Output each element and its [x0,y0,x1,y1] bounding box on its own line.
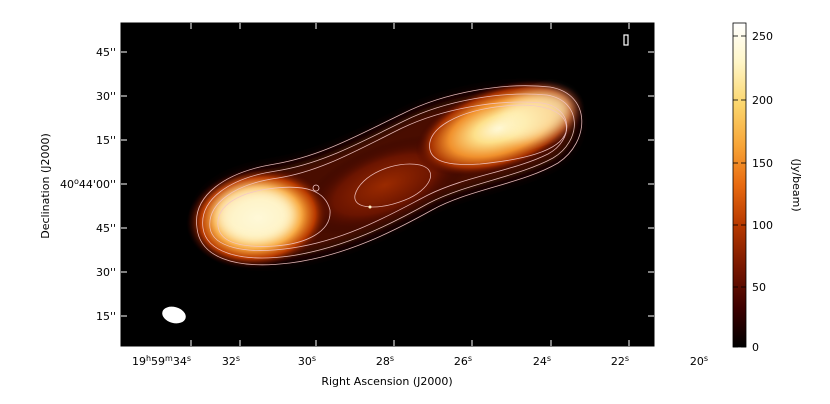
y-tick-label: 15'' [96,134,116,147]
right-lobe-hotspot [498,92,572,140]
x-tick-label: 19h59m34s [132,354,191,368]
contour-2 [202,93,575,259]
x-tick-label: 20s [690,354,708,368]
contour-4 [217,186,331,247]
y-tick-label: 40o44'00'' [60,177,116,191]
left-lobe-hotspot [215,187,295,243]
y-axis-ticks: 45'' 30'' 15'' 40o44'00'' 45'' 30'' 15'' [60,46,654,323]
colorbar: 250 200 150 100 50 0 (Jy/beam) [732,22,803,354]
radio-source [162,34,629,324]
x-tick-label: 28s [376,354,394,368]
colorbar-tick-label: 200 [752,94,773,107]
y-tick-label: 30'' [96,90,116,103]
beam-ellipse [162,306,186,324]
colorbar-tick-label: 250 [752,30,773,43]
colorbar-tick-label: 0 [752,341,759,354]
contour-5 [429,104,567,165]
y-tick-label: 15'' [96,310,116,323]
colorbar-tick-label: 150 [752,157,773,170]
x-tick-label: 32s [222,354,240,368]
colorbar-ticks: 250 200 150 100 50 0 [733,30,773,354]
x-tick-label: 22s [611,354,629,368]
y-tick-label: 45'' [96,46,116,59]
x-tick-label: 24s [533,354,551,368]
colorbar-gradient [732,22,747,348]
image-panel [120,22,655,347]
x-tick-label: 30s [298,354,316,368]
contour-3 [209,101,568,251]
contour-1 [196,85,583,266]
x-axis-ticks: 19h59m34s 32s 30s 28s 26s 24s 22s 20s [132,23,708,368]
y-tick-label: 30'' [96,266,116,279]
contour-spot [312,184,320,192]
core [368,205,372,209]
colorbar-tick-label: 100 [752,219,773,232]
colorbar-label: (Jy/beam) [790,158,803,211]
y-tick-label: 45'' [96,222,116,235]
x-axis-title: Right Ascension (J2000) [321,375,452,388]
x-tick-label: 26s [454,354,472,368]
colorbar-tick-label: 50 [752,281,766,294]
y-axis-title: Declination (J2000) [39,133,52,239]
scale-marker [623,34,629,46]
